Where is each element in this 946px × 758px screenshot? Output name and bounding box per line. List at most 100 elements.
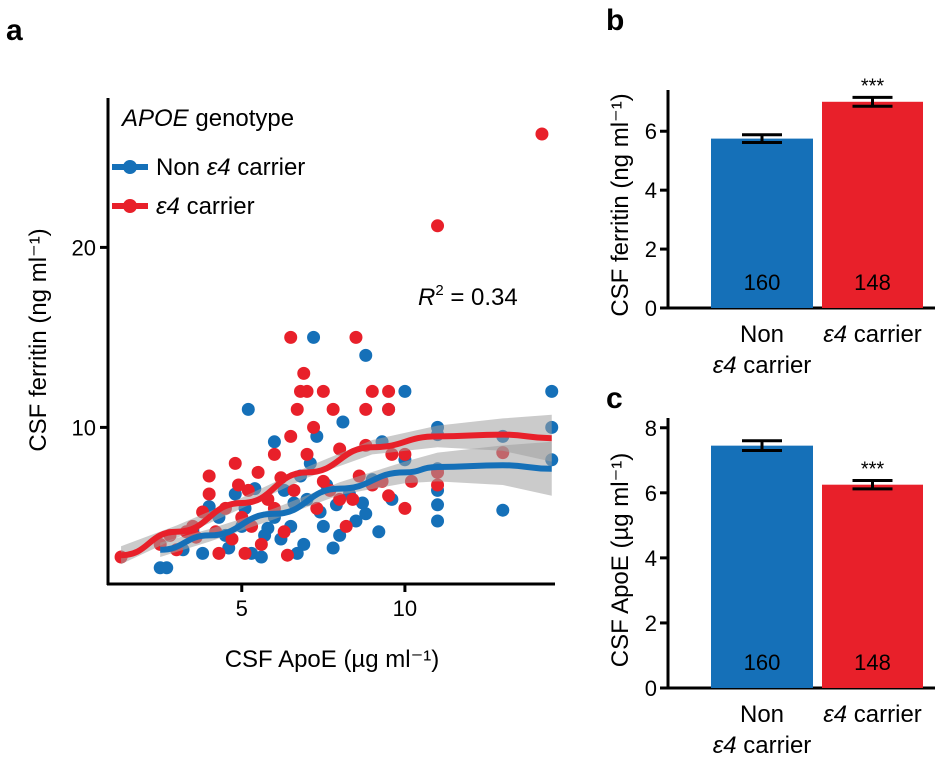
data-point (333, 492, 347, 506)
category-label-line2: ε4 carrier (713, 352, 812, 379)
y-axis-label-b: CSF ferritin (ng ml⁻¹) (607, 93, 634, 316)
legend-title-rest: genotype (189, 105, 294, 132)
data-point (307, 330, 321, 344)
data-point (202, 487, 216, 501)
category-label-line1: Non (740, 321, 784, 348)
category-label: ε4 carrier (823, 321, 922, 348)
data-point (316, 384, 330, 398)
data-point (241, 402, 255, 416)
data-point (431, 498, 445, 512)
data-point (359, 402, 373, 416)
y-axis-label-a: CSF ferritin (ng ml⁻¹) (25, 228, 52, 451)
y-tick-label: 4 (645, 546, 657, 571)
data-point (382, 489, 396, 503)
legend-italic: ε4 (156, 193, 180, 220)
y-tick-label: 0 (645, 296, 657, 321)
data-point (336, 415, 350, 429)
r-letter: R (418, 284, 435, 311)
legend-italic: ε4 (207, 154, 231, 181)
data-point (297, 537, 311, 551)
bar (822, 484, 923, 688)
category-rest: carrier (847, 321, 922, 348)
n-label: 148 (854, 270, 891, 295)
fit-line (120, 431, 552, 559)
panel-label-b: b (606, 4, 624, 37)
n-label: 148 (854, 650, 891, 675)
category-rest: carrier (737, 732, 812, 758)
data-point (326, 402, 340, 416)
data-point (535, 127, 549, 141)
data-point (254, 537, 268, 551)
data-point (196, 546, 210, 560)
data-point (290, 402, 304, 416)
data-point (496, 503, 510, 517)
data-point (346, 492, 360, 506)
y-tick-label: 4 (645, 178, 657, 203)
legend-suffix: carrier (231, 154, 306, 181)
data-point (316, 519, 330, 533)
n-label: 160 (744, 650, 781, 675)
legend-suffix: carrier (180, 193, 255, 220)
data-point (545, 384, 559, 398)
data-point (359, 507, 373, 521)
legend-title: APOE genotype (120, 105, 294, 132)
data-point (300, 384, 314, 398)
data-point (254, 550, 268, 564)
data-point (267, 435, 281, 449)
data-point (251, 465, 265, 479)
data-point (382, 402, 396, 416)
category-label: ε4 carrier (823, 701, 922, 728)
data-point (365, 384, 379, 398)
y-tick-label: 10 (72, 415, 96, 440)
r-squared-annotation: R2 = 0.34 (418, 282, 518, 311)
y-tick-label: 8 (645, 416, 657, 441)
data-point (349, 514, 363, 528)
data-point (225, 532, 239, 546)
data-point (284, 429, 298, 443)
scatter-panel: 5 10 10 20 (72, 98, 559, 621)
data-point (359, 348, 373, 362)
legend-title-italic: APOE (120, 105, 190, 132)
data-point (431, 219, 445, 233)
legend-item-non-e4: Non ε4 carrier (112, 154, 305, 181)
y-tick-label: 6 (645, 119, 657, 144)
data-point (212, 546, 226, 560)
data-point (355, 496, 369, 510)
confidence-band (121, 414, 552, 565)
confidence-band (160, 441, 552, 557)
y-tick-label: 2 (645, 237, 657, 262)
x-axis-label-a: CSF ApoE (µg ml⁻¹) (225, 646, 440, 673)
data-point (160, 561, 174, 575)
data-point (398, 384, 412, 398)
significance-label: *** (861, 458, 885, 480)
legend-marker-e4 (123, 199, 137, 213)
y-axis-label-c: CSF ApoE (µg ml⁻¹) (607, 453, 634, 668)
panel-label-a: a (6, 14, 23, 47)
legend-label-non-e4: Non ε4 carrier (156, 154, 305, 181)
data-point (284, 330, 298, 344)
y-tick-label: 2 (645, 611, 657, 636)
x-tick-label: 5 (236, 596, 248, 621)
category-label-line2: ε4 carrier (713, 732, 812, 758)
data-point (277, 525, 291, 539)
bar (711, 138, 813, 308)
category-rest: carrier (847, 701, 922, 728)
data-point (382, 384, 396, 398)
y-tick-label: 6 (645, 481, 657, 506)
data-point (228, 456, 242, 470)
data-point (398, 501, 412, 515)
y-tick-label: 0 (645, 676, 657, 701)
data-point (287, 483, 301, 497)
legend-prefix: Non (156, 154, 207, 181)
panel-label-c: c (606, 382, 623, 415)
data-point (267, 447, 281, 461)
legend-label-e4: ε4 carrier (156, 193, 255, 220)
data-point (316, 474, 330, 488)
data-point (372, 525, 386, 539)
data-point (333, 528, 347, 542)
x-tick-label: 10 (393, 596, 417, 621)
data-point (290, 546, 304, 560)
